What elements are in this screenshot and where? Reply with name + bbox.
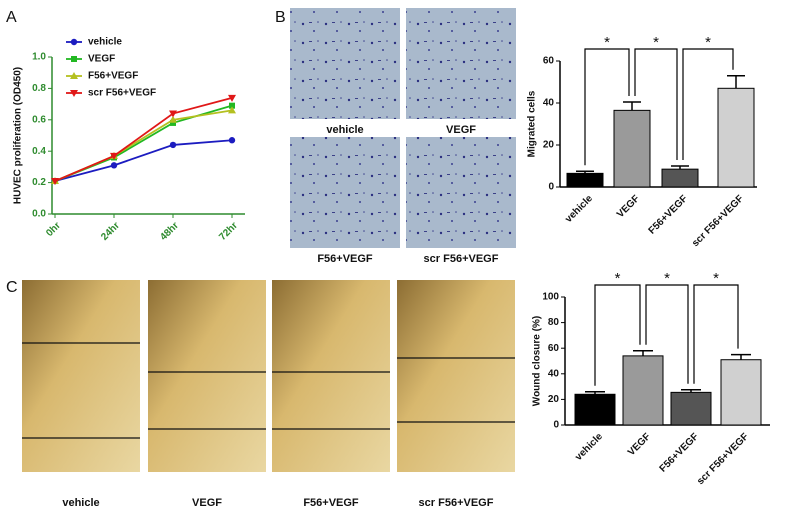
marker [70, 72, 78, 79]
y-tick-label: 0.8 [32, 83, 46, 94]
micrograph [272, 280, 390, 472]
bar [574, 393, 616, 426]
marker [70, 90, 78, 97]
image-caption: VEGF [192, 497, 222, 509]
legend-label: F56+VEGF [88, 71, 138, 82]
x-tick-label: 24hr [99, 220, 122, 243]
y-tick-label: 40 [543, 98, 555, 109]
panel-label: B [275, 9, 286, 26]
x-tick-label: scr F56+VEGF [690, 193, 746, 249]
marker [170, 119, 176, 126]
micrograph [22, 280, 140, 472]
y-tick-label: 60 [548, 343, 560, 354]
x-tick-label: vehicle [573, 431, 605, 463]
marker [228, 106, 236, 114]
marker [71, 56, 77, 62]
x-tick-label: F56+VEGF [658, 431, 701, 474]
micrograph [397, 280, 515, 472]
image-caption: VEGF [446, 124, 476, 136]
significance-label: * [615, 270, 621, 287]
y-tick-label: 0 [553, 420, 559, 431]
marker [169, 115, 177, 123]
image-caption: vehicle [326, 124, 363, 136]
significance-bracket [594, 284, 641, 386]
bar [661, 168, 699, 188]
micrograph [148, 280, 266, 472]
image-caption: scr F56+VEGF [424, 253, 499, 265]
micrograph [406, 137, 516, 248]
panel-label: C [6, 279, 18, 296]
x-tick-label: 0hr [44, 220, 63, 239]
bar [622, 355, 664, 426]
significance-bracket [634, 48, 678, 160]
y-tick-label: 60 [543, 56, 555, 67]
y-tick-label: 100 [542, 292, 559, 303]
series-line [54, 96, 233, 182]
y-axis-title: HUVEC proliferation (OD450) [13, 67, 24, 204]
bar [670, 391, 712, 426]
y-tick-label: 0.2 [32, 177, 46, 188]
x-tick-label: 48hr [158, 220, 181, 243]
legend-label: VEGF [88, 54, 115, 65]
significance-bracket [693, 284, 739, 384]
image-caption: scr F56+VEGF [419, 497, 494, 509]
image-caption: F56+VEGF [303, 497, 359, 509]
marker [51, 178, 59, 186]
y-tick-label: 0.4 [32, 146, 46, 157]
marker [229, 102, 235, 109]
y-tick-label: 0.6 [32, 114, 46, 125]
micrograph [406, 8, 516, 119]
significance-label: * [664, 270, 670, 287]
y-axis-title: Migrated cells [527, 90, 538, 157]
bar [717, 87, 755, 188]
micrograph [290, 137, 400, 248]
significance-label: * [705, 34, 711, 51]
y-tick-label: 0 [548, 182, 554, 193]
series-line [54, 139, 233, 182]
legend-label: vehicle [88, 37, 122, 48]
x-tick-label: VEGF [626, 431, 653, 458]
marker [169, 110, 177, 118]
marker [110, 162, 118, 169]
y-tick-label: 20 [543, 140, 555, 151]
panel-label: A [6, 9, 17, 26]
y-tick-label: 0.0 [32, 209, 46, 220]
y-tick-label: 20 [548, 394, 560, 405]
significance-label: * [604, 34, 610, 51]
image-caption: vehicle [62, 497, 99, 509]
significance-label: * [653, 34, 659, 51]
y-axis-title: Wound closure (%) [532, 316, 543, 406]
bar [613, 109, 651, 188]
x-tick-label: 72hr [217, 220, 240, 243]
marker [110, 152, 118, 160]
significance-label: * [713, 270, 719, 287]
marker [228, 137, 236, 144]
marker [228, 94, 236, 102]
y-tick-label: 1.0 [32, 52, 46, 63]
marker [70, 38, 78, 46]
image-caption: F56+VEGF [317, 253, 373, 265]
bar [566, 172, 604, 188]
significance-bracket [682, 48, 734, 160]
micrograph [290, 8, 400, 119]
significance-bracket [645, 284, 689, 384]
marker [169, 141, 177, 149]
x-tick-label: vehicle [563, 193, 595, 225]
legend-label: scr F56+VEGF [88, 88, 156, 99]
significance-bracket [584, 48, 630, 166]
x-tick-label: VEGF [615, 193, 642, 220]
y-tick-label: 40 [548, 368, 560, 379]
x-tick-label: scr F56+VEGF [695, 431, 751, 487]
x-tick-label: F56+VEGF [647, 193, 690, 236]
bar [720, 359, 762, 426]
y-tick-label: 80 [548, 317, 560, 328]
